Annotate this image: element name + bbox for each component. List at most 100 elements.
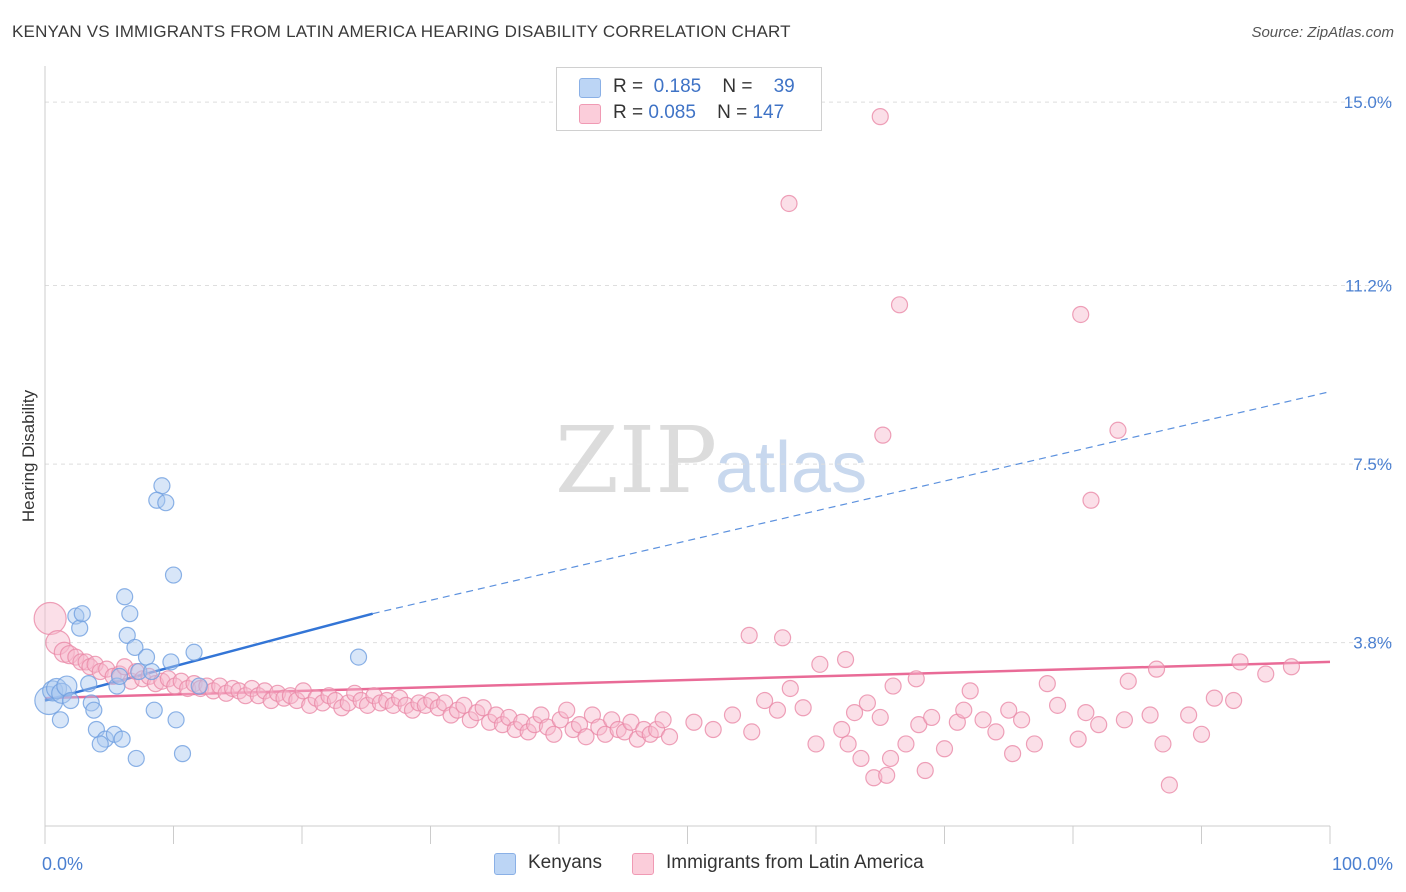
latin-america-point [1000,701,1018,719]
latin-america-point [768,701,787,719]
latin-america-point [346,684,364,702]
latin-america-point [45,630,71,656]
latin-america-point [474,699,492,717]
latin-america-point [326,691,345,710]
kenyan-point [62,691,80,710]
latin-america-point [365,687,383,705]
latin-america-point [833,720,851,739]
latin-america-point [1004,745,1022,763]
chart-title: KENYAN VS IMMIGRANTS FROM LATIN AMERICA … [12,22,791,41]
legend-r-value: 0.185 [653,76,702,97]
kenyan-point [153,477,171,495]
latin-america-point [1257,665,1275,683]
x-tick-label: 0.0% [42,854,83,874]
latin-america-point [878,766,896,784]
latin-america-point [974,711,992,729]
latin-america-point [423,691,441,710]
latin-america-point [313,694,332,712]
latin-america-point [487,706,505,724]
latin-america-point [33,601,67,636]
latin-america-point [811,655,829,673]
latin-america-point [72,653,90,671]
latin-america-point [1069,730,1087,748]
latin-america-point [1038,675,1056,693]
kenyan-point [190,677,208,695]
latin-america-point [740,626,758,644]
latin-america-point [1090,716,1108,734]
legend-swatch-latin-america [579,104,601,124]
latin-america-point [704,720,722,739]
latin-america-point [654,711,672,729]
watermark-atlas: atlas [715,428,867,508]
kenyan-point [96,730,114,748]
latin-america-point [1231,653,1249,671]
latin-america-point [794,699,812,717]
latin-america-point [159,670,177,688]
latin-america-point [1012,711,1031,729]
kenyan-point [126,638,144,657]
y-tick-label: 11.2% [1345,277,1392,296]
latin-america-point [67,648,85,666]
kenyan-point [42,680,64,702]
trend-line-kenyans [44,612,373,702]
watermark: ZIP atlas [555,407,867,514]
legend-swatch-kenyans [494,853,516,875]
kenyan-point [110,667,129,686]
latin-america-point [852,749,870,768]
kenyan-point [157,494,175,512]
latin-america-point [493,716,512,734]
latin-america-point [781,679,799,698]
legend-n-value: 39 [773,76,795,97]
legend-n-label: N = [717,102,748,123]
kenyan-point [108,677,126,695]
legend-swatch-latin-america [632,853,654,875]
kenyan-point [51,711,70,729]
legend-label-kenyans: Kenyans [528,852,602,873]
kenyan-point [73,605,91,623]
legend-label-latin-america: Immigrants from Latin America [666,852,924,873]
gridlines [45,101,1392,644]
latin-america-point [987,723,1005,741]
latin-america-point [874,426,892,444]
kenyan-point [167,711,185,729]
latin-america-point [1119,672,1137,690]
kenyan-point [185,643,203,661]
latin-america-point [871,108,889,126]
latin-america-point [845,703,864,722]
kenyan-point [130,662,148,681]
latin-america-point [1082,491,1100,509]
kenyan-point [162,653,180,671]
latin-america-point [262,691,280,710]
kenyan-point [121,605,139,623]
latin-america-point [1077,703,1095,722]
source-label: Source: ZipAtlas.com [1251,24,1394,41]
latin-america-point [1160,776,1178,794]
data-points [33,108,1301,794]
latin-america-point [525,716,544,734]
latin-america-point [780,194,798,213]
latin-america-point [391,689,409,707]
kenyan-point [118,626,136,644]
latin-america-point [538,718,557,736]
latin-america-point [1072,305,1090,324]
kenyan-point [127,749,145,768]
latin-america-point [955,701,973,719]
latin-america-point [519,723,537,741]
latin-america-point [871,708,889,727]
latin-america-point [755,691,774,710]
axes [44,66,1331,844]
latin-america-point [558,701,576,719]
latin-america-point [622,713,640,731]
kenyan-point [80,675,98,693]
legend-r-label: R = [613,76,644,97]
legend-n-label: N = [722,76,753,97]
trend-line-kenyans-projection [372,391,1331,615]
kenyan-point [137,648,156,666]
latin-america-point [288,691,306,710]
y-tick-label: 15.0% [1344,93,1392,112]
latin-america-point [455,696,473,714]
latin-america-point [935,740,954,758]
kenyan-point [85,701,103,719]
latin-america-point [243,679,261,698]
latin-america-point [481,713,499,731]
